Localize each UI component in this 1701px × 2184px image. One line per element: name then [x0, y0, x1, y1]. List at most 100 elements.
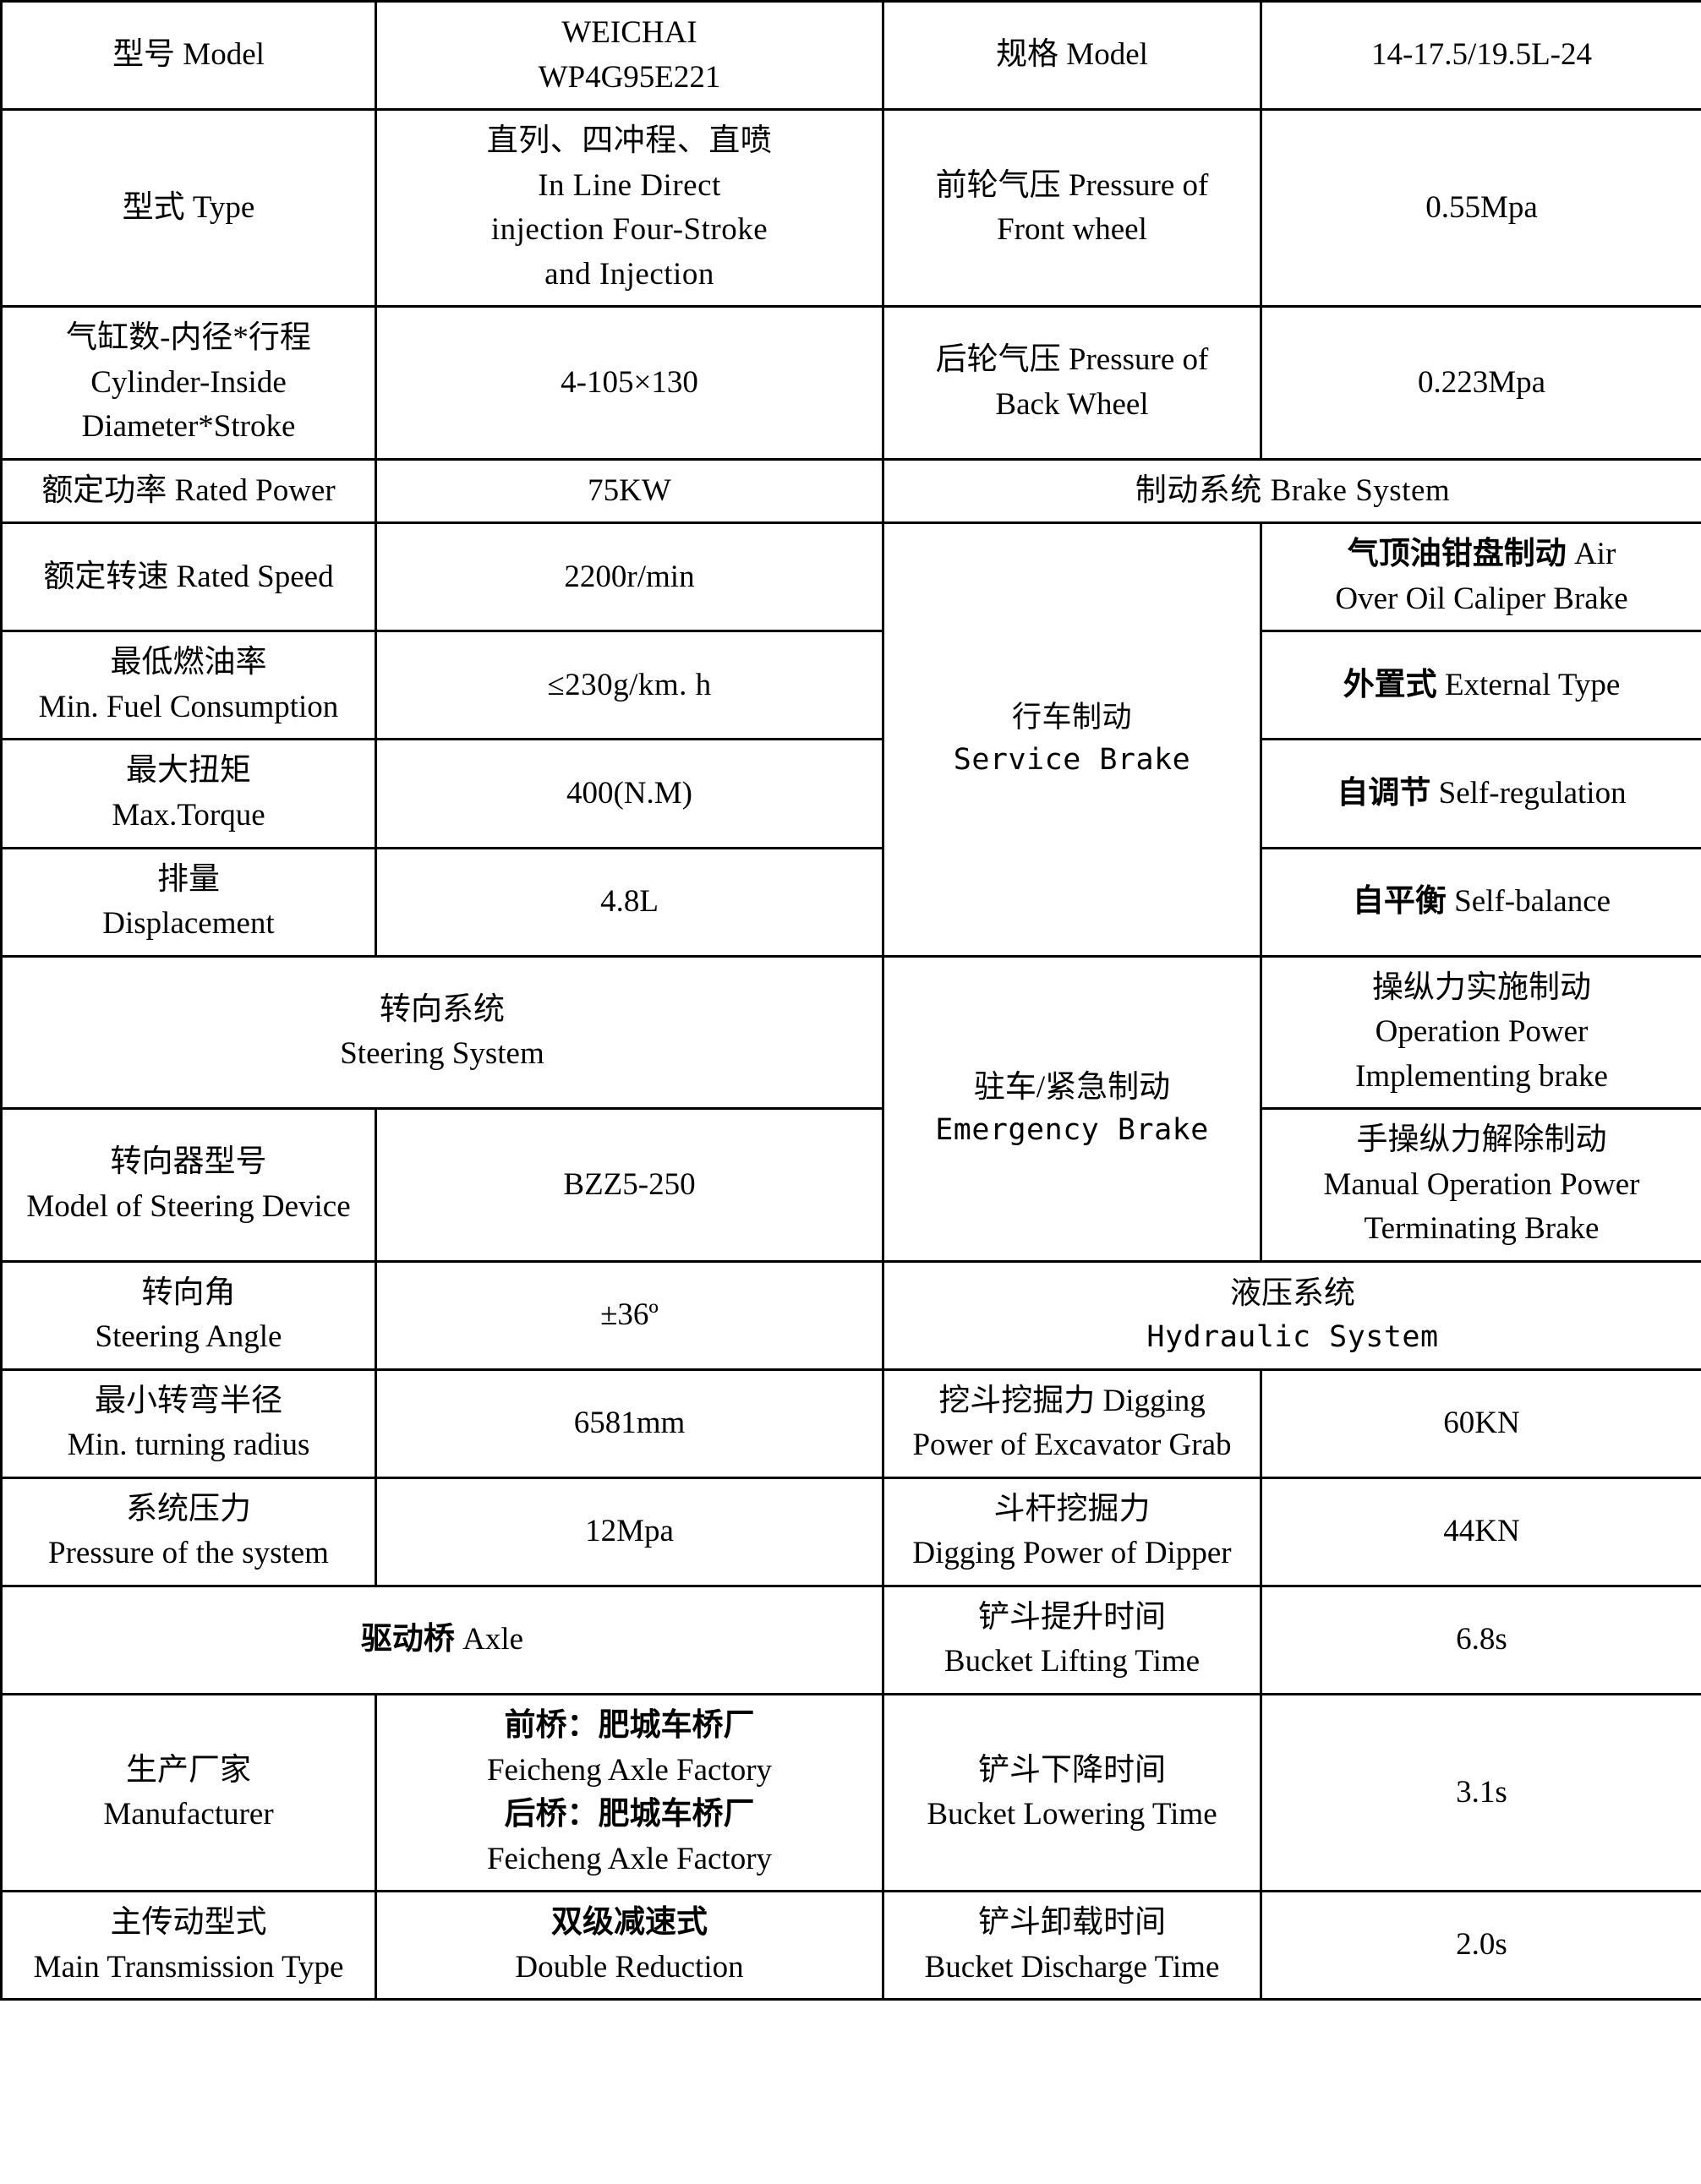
- digging-power-label-line2: Power of Excavator Grab: [912, 1428, 1232, 1463]
- cell-manufacturer-value: 前桥：肥城车桥厂 Feicheng Axle Factory 后桥：肥城车桥厂 …: [375, 1692, 884, 1893]
- system-pressure-label-line1: 系统压力: [126, 1491, 251, 1526]
- cell-rated-speed-value: 2200r/min: [375, 521, 884, 633]
- model-value-line1: WEICHAI: [561, 15, 697, 50]
- steering-device-label-line1: 转向器型号: [110, 1144, 267, 1180]
- cylinder-label-line3: Diameter*Stroke: [81, 409, 296, 445]
- cell-digging-power-value: 60KN: [1260, 1368, 1701, 1479]
- emergency-brake-item-1-line2: Operation Power: [1375, 1014, 1589, 1050]
- steering-angle-label-line2: Steering Angle: [95, 1319, 282, 1355]
- displacement-label-line1: 排量: [157, 861, 220, 897]
- cell-dipper-power-label: 斗杆挖掘力 Digging Power of Dipper: [882, 1476, 1262, 1587]
- dipper-power-label-line2: Digging Power of Dipper: [912, 1536, 1232, 1571]
- cell-service-brake-item-4: 自平衡 Self-balance: [1260, 846, 1701, 958]
- bucket-lifting-label-line2: Bucket Lifting Time: [943, 1644, 1201, 1679]
- type-value-line4: and Injection: [544, 256, 714, 292]
- steering-device-label-line2: Model of Steering Device: [26, 1188, 351, 1224]
- fuel-label-line2: Min. Fuel Consumption: [38, 689, 339, 724]
- cell-rated-speed-label: 额定转速 Rated Speed: [0, 521, 377, 633]
- type-value-line1: 直列、四冲程、直喷: [486, 123, 773, 159]
- service-brake-item-2-en: External Type: [1444, 667, 1621, 702]
- cell-service-brake-title: 行车制动 Service Brake: [882, 521, 1262, 958]
- cell-brake-system-header: 制动系统 Brake System: [882, 457, 1701, 525]
- cell-torque-value: 400(N.M): [375, 738, 884, 849]
- table-row: 转向器型号 Model of Steering Device BZZ5-250 …: [0, 1107, 1701, 1263]
- table-row: 最小转弯半径 Min. turning radius 6581mm 挖斗挖掘力 …: [0, 1368, 1701, 1479]
- cell-service-brake-item-3: 自调节 Self-regulation: [1260, 738, 1701, 849]
- steering-system-header-cn: 转向系统: [380, 991, 505, 1027]
- cell-torque-label: 最大扭矩 Max.Torque: [0, 738, 377, 849]
- service-brake-item-3-cn: 自调节: [1337, 775, 1431, 811]
- axle-header-cn: 驱动桥: [360, 1622, 455, 1657]
- cell-model-value: WEICHAI WP4G95E221: [375, 0, 884, 112]
- cell-turning-radius-label: 最小转弯半径 Min. turning radius: [0, 1368, 377, 1479]
- emergency-brake-item-1-line3: Implementing brake: [1355, 1058, 1608, 1094]
- service-brake-title-cn: 行车制动: [1011, 701, 1132, 735]
- service-brake-item-2-cn: 外置式: [1343, 667, 1437, 702]
- manufacturer-back-axle-en: Feicheng Axle Factory: [486, 1841, 773, 1876]
- emergency-brake-item-2-line1: 手操纵力解除制动: [1356, 1122, 1607, 1158]
- transmission-value-cn: 双级减速式: [551, 1905, 708, 1941]
- digging-power-label-line1: 挖斗挖掘力 Digging: [938, 1383, 1206, 1418]
- cell-front-wheel-pressure-value: 0.55Mpa: [1260, 108, 1701, 308]
- cell-back-wheel-pressure-value: 0.223Mpa: [1260, 305, 1701, 461]
- table-row: 主传动型式 Main Transmission Type 双级减速式 Doubl…: [0, 1890, 1701, 2001]
- turning-radius-label-line1: 最小转弯半径: [95, 1383, 282, 1418]
- table-row: 额定功率 Rated Power 75KW 制动系统 Brake System: [0, 457, 1701, 525]
- transmission-value-en: Double Reduction: [515, 1949, 744, 1985]
- manufacturer-back-axle-cn: 后桥：肥城车桥厂: [504, 1797, 755, 1832]
- front-wheel-label-line1: 前轮气压 Pressure of: [935, 167, 1209, 203]
- emergency-brake-item-2-line2: Manual Operation Power: [1323, 1166, 1640, 1202]
- table-row: 气缸数-内径*行程 Cylinder-Inside Diameter*Strok…: [0, 305, 1701, 461]
- emergency-brake-item-2-line3: Terminating Brake: [1364, 1211, 1600, 1247]
- cell-transmission-value: 双级减速式 Double Reduction: [375, 1890, 884, 2001]
- cell-service-brake-item-2: 外置式 External Type: [1260, 630, 1701, 741]
- back-wheel-label-line2: Back Wheel: [995, 386, 1149, 422]
- cell-cylinder-value: 4-105×130: [375, 305, 884, 461]
- front-wheel-label-line2: Front wheel: [997, 212, 1147, 248]
- manufacturer-label-line2: Manufacturer: [103, 1797, 274, 1832]
- cell-digging-power-label: 挖斗挖掘力 Digging Power of Excavator Grab: [882, 1368, 1262, 1479]
- table-row: 生产厂家 Manufacturer 前桥：肥城车桥厂 Feicheng Axle…: [0, 1692, 1701, 1893]
- service-brake-item-1-en: Air: [1573, 537, 1616, 572]
- service-brake-item-4-cn: 自平衡: [1352, 883, 1447, 919]
- type-value-line3: injection Four-Stroke: [490, 212, 768, 248]
- emergency-brake-title-en: Emergency Brake: [935, 1113, 1209, 1148]
- torque-label-line1: 最大扭矩: [126, 753, 251, 789]
- displacement-label-line2: Displacement: [102, 906, 275, 942]
- cell-transmission-label: 主传动型式 Main Transmission Type: [0, 1890, 377, 2001]
- emergency-brake-title-cn: 驻车/紧急制动: [973, 1069, 1171, 1105]
- cell-bucket-lowering-label: 铲斗下降时间 Bucket Lowering Time: [882, 1692, 1262, 1893]
- table-row: 型式 Type 直列、四冲程、直喷 In Line Direct injecti…: [0, 108, 1701, 308]
- fuel-label-line1: 最低燃油率: [110, 645, 267, 680]
- dipper-power-label-line1: 斗杆挖掘力: [993, 1491, 1151, 1526]
- cell-turning-radius-value: 6581mm: [375, 1368, 884, 1479]
- cell-displacement-value: 4.8L: [375, 846, 884, 958]
- cell-spec-label: 规格 Model: [882, 0, 1262, 112]
- table-row: 最低燃油率 Min. Fuel Consumption ≤230g/km. h …: [0, 630, 1701, 741]
- cell-bucket-lowering-value: 3.1s: [1260, 1692, 1701, 1893]
- cell-steering-angle-label: 转向角 Steering Angle: [0, 1259, 377, 1371]
- cell-steering-device-value: BZZ5-250: [375, 1107, 884, 1263]
- manufacturer-front-axle-en: Feicheng Axle Factory: [486, 1752, 773, 1788]
- table-row: 驱动桥 Axle 铲斗提升时间 Bucket Lifting Time 6.8s: [0, 1584, 1701, 1696]
- steering-system-header-en: Steering System: [340, 1036, 544, 1072]
- cell-back-wheel-pressure-label: 后轮气压 Pressure of Back Wheel: [882, 305, 1262, 461]
- cell-hydraulic-system-header: 液压系统 Hydraulic System: [882, 1259, 1701, 1371]
- cell-system-pressure-value: 12Mpa: [375, 1476, 884, 1587]
- service-brake-item-1-cn: 气顶油钳盘制动: [1347, 537, 1567, 572]
- back-wheel-label-line1: 后轮气压 Pressure of: [935, 342, 1209, 378]
- manufacturer-front-axle-cn: 前桥：肥城车桥厂: [504, 1708, 755, 1743]
- torque-label-line2: Max.Torque: [112, 797, 265, 833]
- transmission-label-line2: Main Transmission Type: [33, 1949, 344, 1985]
- hydraulic-system-header-en: Hydraulic System: [1146, 1319, 1439, 1354]
- cell-emergency-brake-item-2: 手操纵力解除制动 Manual Operation Power Terminat…: [1260, 1107, 1701, 1263]
- cell-fuel-value: ≤230g/km. h: [375, 630, 884, 741]
- cell-axle-header: 驱动桥 Axle: [0, 1584, 884, 1696]
- cell-model-label: 型号 Model: [0, 0, 377, 112]
- cell-bucket-discharge-value: 2.0s: [1260, 1890, 1701, 2001]
- model-value-line2: WP4G95E221: [538, 59, 721, 95]
- steering-angle-label-line1: 转向角: [141, 1275, 236, 1310]
- service-brake-item-4-en: Self-balance: [1454, 883, 1611, 919]
- type-value-line2: In Line Direct: [538, 167, 721, 203]
- transmission-label-line1: 主传动型式: [110, 1905, 267, 1941]
